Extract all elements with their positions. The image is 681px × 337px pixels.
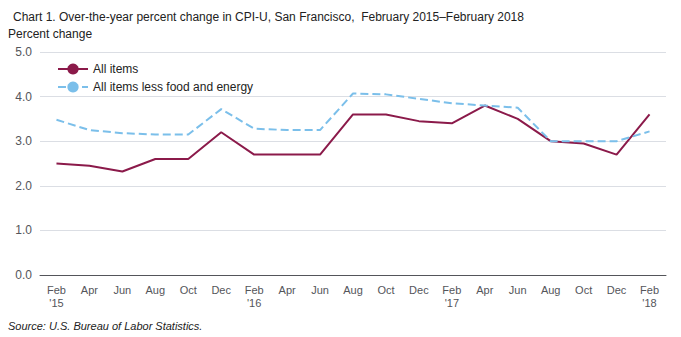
svg-text:5.0: 5.0: [15, 45, 32, 59]
svg-text:'17: '17: [445, 297, 459, 309]
svg-text:Dec: Dec: [409, 284, 429, 296]
svg-text:All items less food and energy: All items less food and energy: [93, 80, 253, 94]
svg-text:All items: All items: [93, 62, 138, 76]
svg-text:Feb: Feb: [245, 284, 264, 296]
svg-text:2.0: 2.0: [15, 179, 32, 193]
svg-text:Feb: Feb: [640, 284, 659, 296]
svg-text:3.0: 3.0: [15, 134, 32, 148]
svg-text:Feb: Feb: [47, 284, 66, 296]
svg-text:4.0: 4.0: [15, 90, 32, 104]
svg-text:'18: '18: [642, 297, 656, 309]
svg-text:Source: U.S. Bureau of Labor S: Source: U.S. Bureau of Labor Statistics.: [8, 320, 202, 332]
svg-text:Apr: Apr: [476, 284, 493, 296]
svg-text:0.0: 0.0: [15, 268, 32, 282]
svg-text:Aug: Aug: [343, 284, 363, 296]
svg-text:Oct: Oct: [377, 284, 394, 296]
svg-text:'15: '15: [49, 297, 63, 309]
svg-text:Dec: Dec: [211, 284, 231, 296]
svg-text:Jun: Jun: [113, 284, 131, 296]
svg-text:Apr: Apr: [279, 284, 296, 296]
svg-text:Chart 1. Over-the-year percent: Chart 1. Over-the-year percent change in…: [13, 10, 524, 24]
svg-text:Aug: Aug: [541, 284, 561, 296]
svg-text:Apr: Apr: [81, 284, 98, 296]
svg-text:Oct: Oct: [180, 284, 197, 296]
svg-text:Oct: Oct: [575, 284, 592, 296]
svg-text:Aug: Aug: [146, 284, 166, 296]
svg-text:Percent change: Percent change: [8, 27, 92, 41]
svg-text:1.0: 1.0: [15, 223, 32, 237]
svg-text:'16: '16: [247, 297, 261, 309]
svg-text:Jun: Jun: [509, 284, 527, 296]
svg-text:Jun: Jun: [311, 284, 329, 296]
svg-text:Dec: Dec: [607, 284, 627, 296]
svg-text:Feb: Feb: [442, 284, 461, 296]
